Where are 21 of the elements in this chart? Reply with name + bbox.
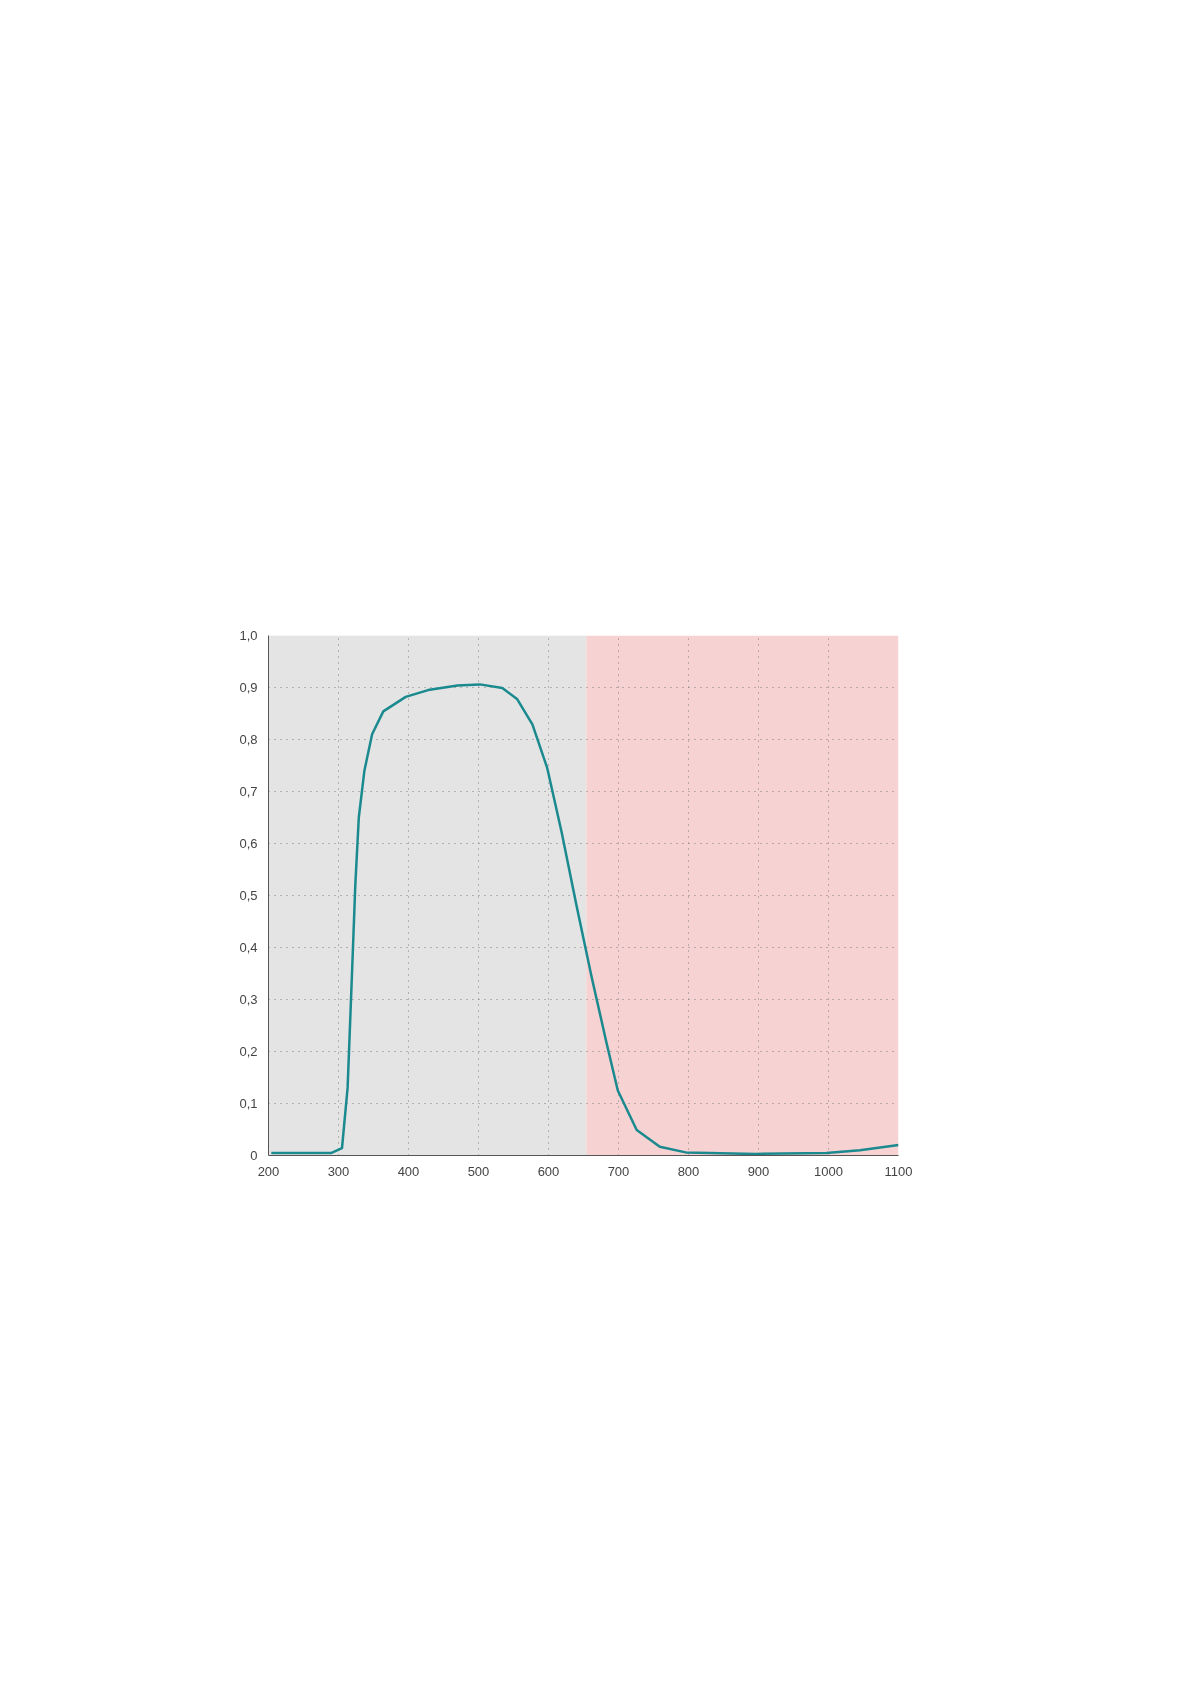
y-tick-label: 0,4 [239,940,258,955]
y-tick-label: 0 [250,1148,258,1163]
y-tick-label: 1,0 [239,628,258,643]
x-tick-label: 200 [257,1163,280,1179]
x-tick-label: 600 [537,1163,560,1179]
x-tick-label: 500 [467,1163,490,1179]
y-tick-label: 0,1 [239,1096,258,1111]
y-tick-label: 0,5 [239,888,258,903]
x-tick-label: 900 [747,1163,770,1179]
y-tick-label: 0,7 [239,784,258,799]
x-tick-label: 400 [397,1163,420,1179]
y-tick-label: 0,8 [239,732,258,747]
x-tick-label: 1000 [814,1163,843,1179]
y-tick-label: 0,2 [239,1044,258,1059]
x-tick-label: 800 [677,1163,700,1179]
y-tick-label: 0,6 [239,836,258,851]
x-tick-label: 700 [607,1163,630,1179]
y-tick-label: 0,9 [239,680,258,695]
y-tick-label: 0,3 [239,992,258,1007]
x-tick-label: 300 [327,1163,350,1179]
x-tick-label: 1100 [884,1163,913,1179]
